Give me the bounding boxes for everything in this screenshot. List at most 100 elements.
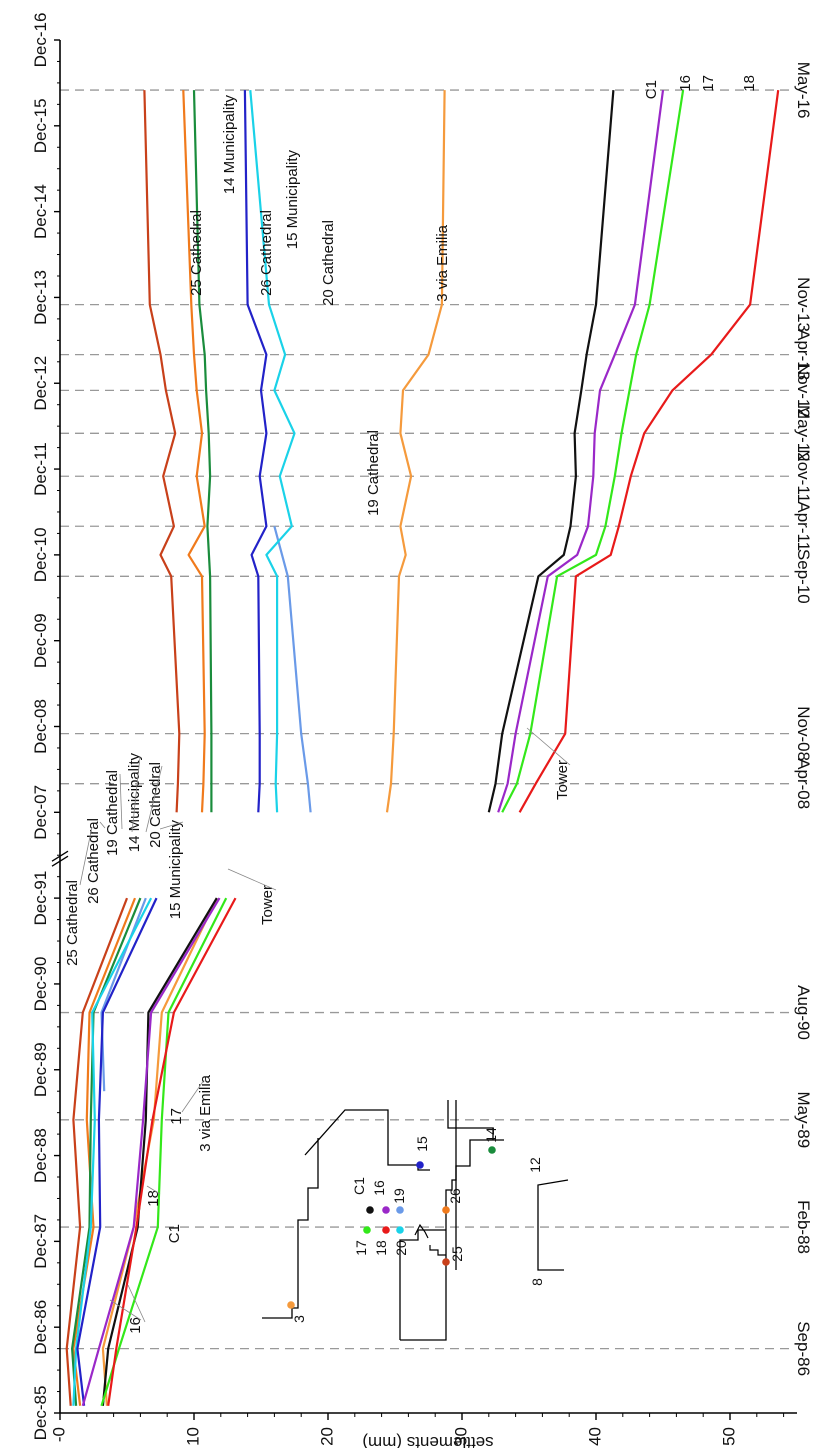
time-tick-label: Dec-07 [31,785,50,840]
time-tick-label: Dec-14 [31,184,50,239]
site-plan-outline [445,1139,504,1235]
annotation-label: Tower [259,885,276,925]
site-plan-outline [537,1179,569,1271]
series-line [487,90,615,813]
survey-label: May-89 [794,1091,813,1148]
series-line [501,89,685,813]
site-plan-label: 12 [527,1157,543,1173]
site-plan-label: 17 [353,1240,369,1256]
site-plan-label: 15 [414,1136,430,1152]
survey-label: Sep-86 [794,1321,813,1376]
survey-label: Aug-90 [794,985,813,1040]
site-plan-label: 26 [447,1188,463,1204]
annotation-label: 3 via Emilia [434,224,451,301]
annotation-label: 20 Cathedral [147,762,164,848]
time-tick-label: Dec-15 [31,98,50,153]
site-plan-label: 18 [373,1240,389,1256]
survey-label: May-16 [794,62,813,119]
annotation-leader [127,1284,146,1323]
annotation-leader [526,727,571,766]
benchmark-dot [366,1206,374,1214]
time-tick-label: Dec-11 [31,442,50,496]
annotation-label: 19 Cathedral [104,770,121,856]
survey-label: Sep-10 [794,549,813,604]
time-tick-label: Dec-16 [31,13,50,68]
site-plan-label: 20 [393,1240,409,1256]
annotation-label: 25 Cathedral [64,880,81,966]
survey-label: Feb-88 [794,1200,813,1254]
time-tick-label: Dec-12 [31,356,50,411]
series-line [497,89,665,813]
annotation-label: 25 Cathedral [188,210,205,296]
annotation-leader [181,1079,205,1113]
series-line [101,897,218,1406]
annotation-label: 15 Municipality [284,150,301,250]
settlement-tick-label: 40 [585,1427,604,1446]
settlement-tick-label: 50 [719,1427,738,1446]
series-line [65,897,129,1406]
series-line [100,897,228,1407]
site-plan-outline [414,1223,429,1239]
time-tick-label: Dec-91 [31,871,50,926]
benchmark-dot [382,1206,390,1214]
series-line [192,90,213,813]
settlement-tick-label: 30 [451,1427,470,1446]
series-line [249,90,296,813]
settlement-tick-label: 20 [317,1427,336,1446]
series-line [76,897,158,1406]
benchmark-dot [396,1206,404,1214]
survey-label: Apr-13 [794,329,813,380]
annotation-label: 3 via Emilia [197,1074,214,1151]
time-tick-label: Dec-09 [31,613,50,668]
settlement-tick-label: 10 [183,1427,202,1446]
series-line [143,90,181,813]
annotation-leader [109,1299,142,1321]
annotation-leader [159,821,184,830]
annotation-label: 17 [700,75,717,92]
site-plan-label: 25 [449,1246,465,1262]
survey-label: Nov-08 [794,706,813,761]
site-plan-label: 8 [529,1278,545,1286]
site-plan-outline [400,1235,447,1341]
time-tick-label: Dec-10 [31,527,50,582]
time-tick-label: Dec-87 [31,1214,50,1269]
annotation-leader [99,821,106,829]
site-plan-label: 14 [483,1127,499,1143]
annotation-label: 14 Municipality [126,753,143,853]
annotation-label: C1 [166,1224,183,1243]
benchmark-dot [396,1226,404,1234]
annotation-label: 16 [127,1317,144,1334]
annotation-label: 26 Cathedral [258,210,275,296]
benchmark-dot [442,1206,450,1214]
series-line [385,90,446,813]
site-plan-label: C1 [351,1177,367,1195]
axis-break-mark [51,855,69,867]
site-plan-label: 16 [371,1180,387,1196]
benchmark-dot [416,1161,424,1169]
annotation-leader [79,826,93,886]
annotation-label: 20 Cathedral [320,220,337,306]
annotation-label: 14 Municipality [221,95,238,195]
settlement-tick-label: -0 [49,1427,68,1442]
annotation-label: 16 [677,75,694,92]
settlement-axis-title: settlements (mm) [362,1433,493,1448]
annotation-label: 18 [741,75,758,92]
series-line [243,90,268,813]
axis-break-mark [51,850,69,862]
annotation-leader [227,868,277,891]
series-line [518,89,780,813]
site-plan-outline [304,1109,430,1171]
benchmark-dot [363,1226,371,1234]
series-line [107,897,237,1406]
time-tick-label: Dec-86 [31,1300,50,1355]
annotation-label: 26 Cathedral [85,818,102,904]
site-plan-label: 19 [391,1188,407,1204]
annotation-label: C1 [643,80,660,99]
site-plan-outline [447,1100,494,1140]
series-line [273,526,312,813]
annotation-leader [119,773,123,830]
time-tick-label: Dec-90 [31,957,50,1012]
survey-label: Nov-11 [794,449,813,503]
annotation-label: 18 [145,1190,162,1207]
